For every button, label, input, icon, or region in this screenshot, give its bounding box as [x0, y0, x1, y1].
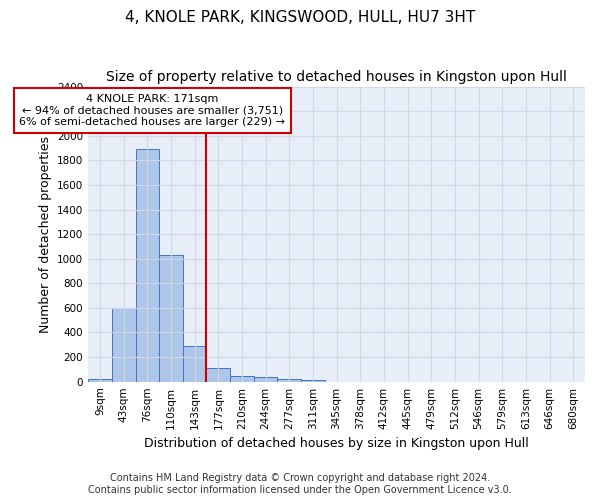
Bar	[88, 379, 112, 382]
Text: Contains HM Land Registry data © Crown copyright and database right 2024.
Contai: Contains HM Land Registry data © Crown c…	[88, 474, 512, 495]
Bar	[159, 255, 183, 382]
Text: 4, KNOLE PARK, KINGSWOOD, HULL, HU7 3HT: 4, KNOLE PARK, KINGSWOOD, HULL, HU7 3HT	[125, 10, 475, 25]
Bar	[254, 378, 277, 382]
Text: 4 KNOLE PARK: 171sqm
← 94% of detached houses are smaller (3,751)
6% of semi-det: 4 KNOLE PARK: 171sqm ← 94% of detached h…	[19, 94, 285, 127]
Title: Size of property relative to detached houses in Kingston upon Hull: Size of property relative to detached ho…	[106, 70, 567, 84]
Bar	[277, 379, 301, 382]
Bar	[301, 380, 325, 382]
Bar	[136, 150, 159, 382]
Y-axis label: Number of detached properties: Number of detached properties	[38, 136, 52, 332]
Bar	[183, 346, 206, 382]
Bar	[112, 308, 136, 382]
Bar	[206, 368, 230, 382]
X-axis label: Distribution of detached houses by size in Kingston upon Hull: Distribution of detached houses by size …	[144, 437, 529, 450]
Bar	[230, 376, 254, 382]
